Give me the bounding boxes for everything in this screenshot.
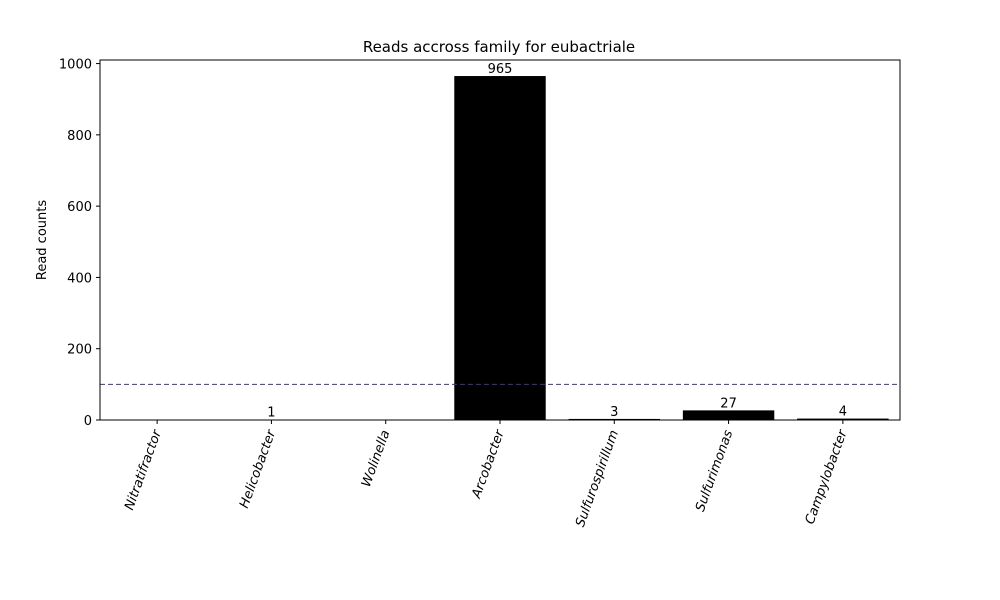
- plot-area: 0 200 400 600 800 1000 Nitratifractor Helicobac…: [59, 58, 900, 529]
- y-tick-label: 600: [67, 200, 92, 215]
- x-tick-label: Arcobacter: [469, 427, 508, 501]
- x-tick-label: Nitratifractor: [122, 427, 165, 513]
- y-tick-label: 200: [67, 343, 92, 358]
- x-tick-label: Wolinella: [359, 428, 393, 489]
- x-tick-label: Campylobacter: [803, 427, 852, 527]
- bar: [797, 418, 889, 420]
- bar-value-label: 27: [720, 396, 737, 411]
- bar-value-label: 965: [488, 62, 513, 77]
- x-tick-label: Sulfurospirillum: [573, 428, 622, 529]
- bar: [454, 76, 546, 420]
- plot-frame: [99, 59, 901, 421]
- bar-value-label: 4: [839, 405, 847, 420]
- bar: [568, 418, 660, 420]
- bar: [682, 410, 775, 420]
- y-tick-label: 800: [67, 129, 92, 144]
- y-tick-label: 400: [67, 271, 92, 286]
- x-tick-label: Helicobacter: [237, 427, 280, 511]
- bar-value-label: 3: [610, 405, 618, 420]
- y-tick-label: 1000: [59, 58, 92, 73]
- bar-value-label: 1: [267, 406, 275, 421]
- chart-title: Reads accross family for eubactriale: [363, 38, 635, 56]
- x-tick-label: Sulfurimonas: [693, 428, 736, 514]
- y-tick-label: 0: [84, 414, 92, 429]
- y-axis-label: Read counts: [35, 200, 50, 280]
